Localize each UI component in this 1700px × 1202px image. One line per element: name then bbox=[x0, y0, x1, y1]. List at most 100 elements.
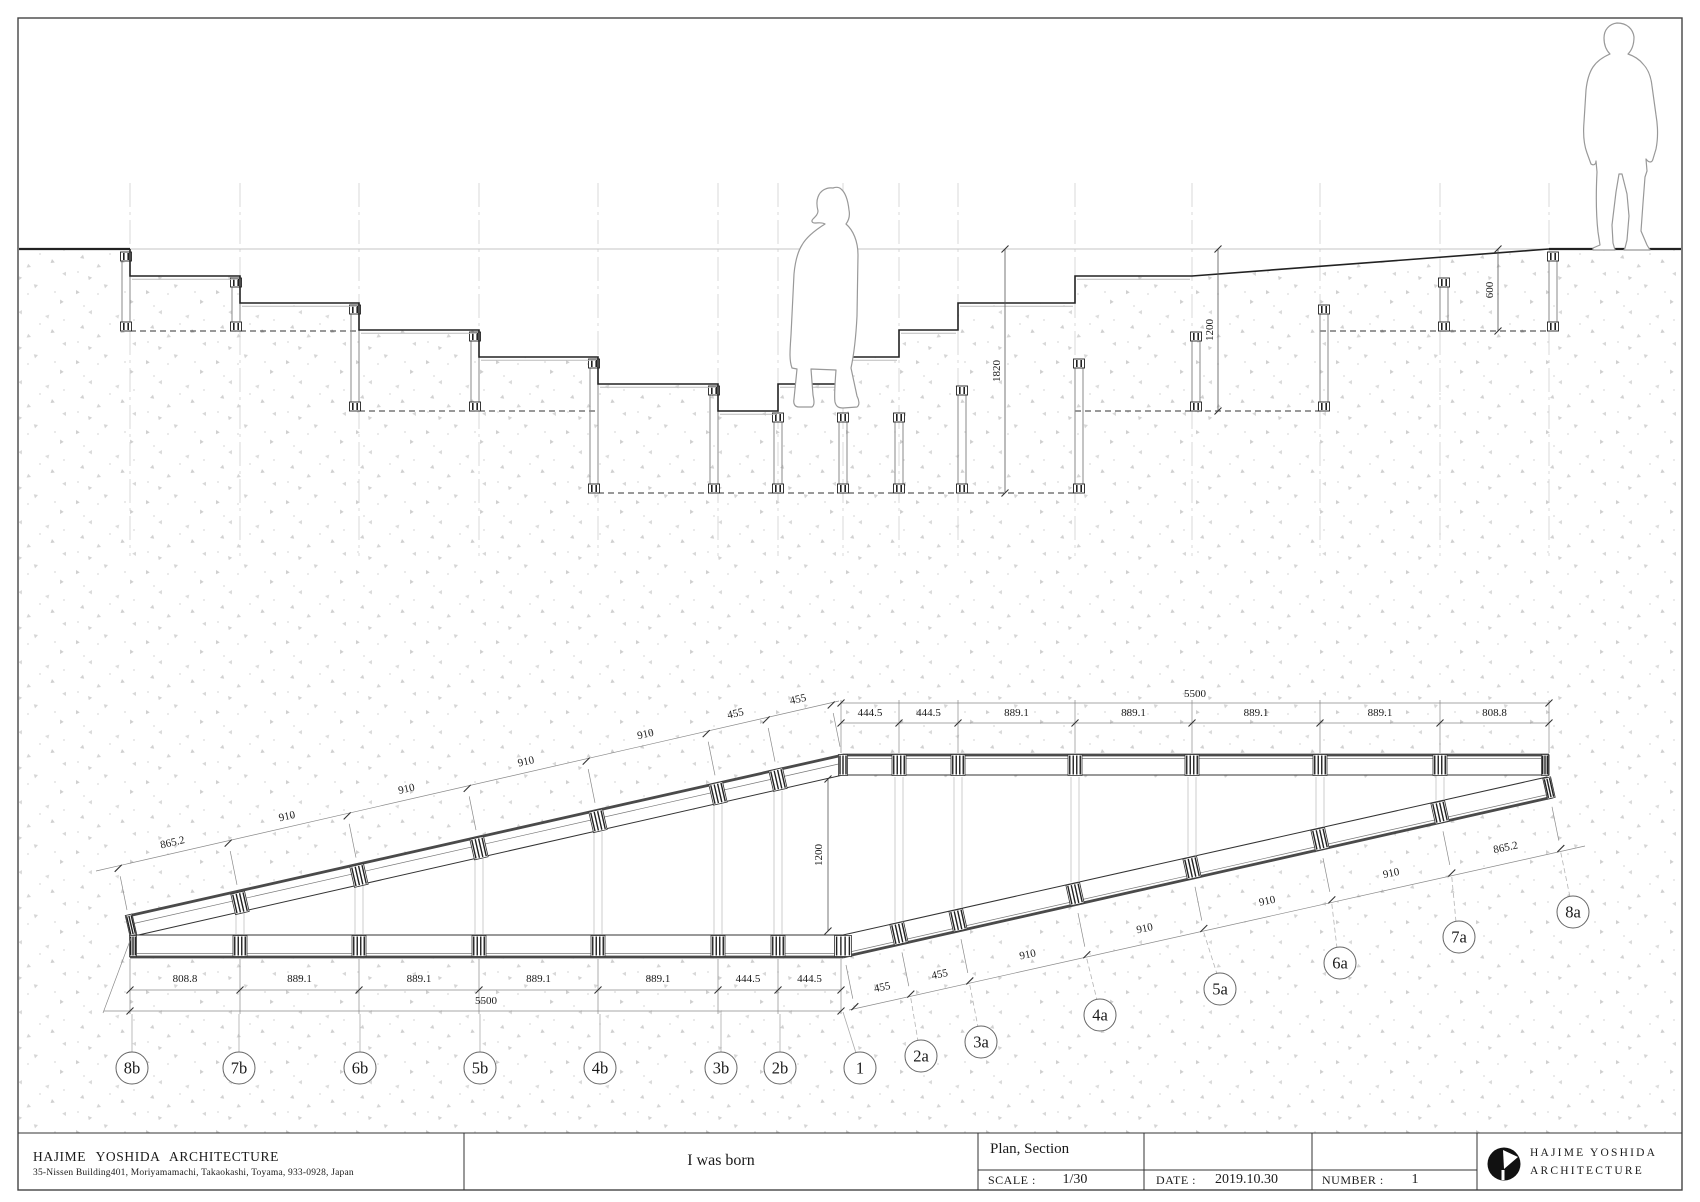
stud-bar bbox=[361, 864, 367, 884]
post-cap-box bbox=[708, 483, 720, 494]
dimension-tick bbox=[954, 719, 962, 727]
dimension-tick bbox=[827, 701, 836, 709]
section-post bbox=[1547, 251, 1559, 332]
plan-dim-row-top: 5500 444.5 444.5 889.1 889.1 889.1 889.1 808.8 bbox=[837, 688, 1553, 753]
logo-text-line2: ARCHITECTURE bbox=[1530, 1165, 1644, 1177]
bubble-circle bbox=[843, 1051, 877, 1085]
post-cap-box bbox=[956, 385, 968, 396]
stud-bar bbox=[1184, 859, 1190, 879]
dimension-text: 808.8 bbox=[173, 973, 198, 985]
plan-stud bbox=[588, 808, 608, 834]
post-cap-box bbox=[469, 401, 481, 412]
stud-bar bbox=[720, 782, 726, 802]
post-cap bbox=[1073, 483, 1085, 494]
company-address: 35-Nissen Building401, Moriyamamachi, Ta… bbox=[33, 1168, 354, 1178]
dimension-tick bbox=[236, 986, 244, 994]
project-title: I was born bbox=[687, 1152, 755, 1169]
bubble-leader bbox=[969, 984, 979, 1028]
dimension-text: 889.1 bbox=[407, 973, 432, 985]
bubble-circle bbox=[904, 1039, 938, 1073]
stud-bar bbox=[596, 811, 603, 830]
plan-stud bbox=[770, 935, 786, 957]
post-cap bbox=[469, 401, 481, 412]
dimension-text: 889.1 bbox=[646, 973, 671, 985]
stud-bar bbox=[1073, 884, 1080, 904]
dimension-tick bbox=[837, 1007, 845, 1015]
dimension-tick bbox=[1214, 245, 1222, 253]
post-cap bbox=[1547, 251, 1559, 262]
post-cap-box bbox=[772, 412, 784, 423]
bubble-circle bbox=[583, 1051, 617, 1085]
post-cap-box bbox=[469, 331, 481, 342]
grid-bubble-label: 3b bbox=[713, 1059, 730, 1078]
post-cap-box bbox=[349, 401, 361, 412]
plan-dim-row-left-slanted: 865.2 910 910 910 910 455 455 bbox=[95, 692, 841, 911]
stud-bar bbox=[716, 783, 723, 803]
plan-stud bbox=[1541, 754, 1549, 776]
stud-bar bbox=[894, 924, 901, 944]
dimension-text: 865.2 bbox=[1492, 839, 1519, 856]
stud-box bbox=[770, 935, 786, 957]
post-cap bbox=[893, 412, 905, 423]
grid-bubble-7a: 7a bbox=[1442, 876, 1476, 954]
stud-bar bbox=[1312, 830, 1318, 850]
plan-stud bbox=[1310, 826, 1330, 852]
logo-bar bbox=[1501, 1170, 1505, 1180]
stud-bar bbox=[780, 769, 786, 788]
plan-stud bbox=[948, 907, 968, 933]
post-cap-box bbox=[956, 483, 968, 494]
logo-text-line1: HAJIME YOSHIDA bbox=[1530, 1147, 1658, 1159]
grid-bubble-label: 5b bbox=[472, 1059, 489, 1078]
dimension-text: 865.2 bbox=[159, 834, 186, 851]
post-cap bbox=[837, 483, 849, 494]
number-value: 1 bbox=[1411, 1172, 1419, 1187]
section-step-profile bbox=[129, 248, 1550, 412]
post-cap-box bbox=[1547, 321, 1559, 332]
dimension-tick bbox=[895, 719, 903, 727]
plan-dim-row-right-slanted: 455 455 910 910 910 910 865.2 bbox=[845, 806, 1586, 1011]
plan-stud bbox=[768, 767, 788, 792]
scale-value: 1/30 bbox=[1062, 1172, 1088, 1187]
post-cap-box bbox=[1438, 321, 1450, 332]
stud-bar bbox=[897, 923, 904, 943]
dimension-tick bbox=[774, 986, 782, 994]
stud-box bbox=[1432, 754, 1448, 776]
post-cap-box bbox=[837, 483, 849, 494]
bubble-leader bbox=[842, 1011, 857, 1054]
stud-box bbox=[1067, 754, 1083, 776]
bubble-circle bbox=[964, 1025, 998, 1059]
grid-bubble-label: 5a bbox=[1212, 980, 1228, 999]
grid-bubble-1: 1 bbox=[842, 1011, 877, 1085]
stud-bar bbox=[953, 911, 960, 931]
plan-stud bbox=[1184, 754, 1200, 776]
post-cap bbox=[772, 412, 784, 423]
section-post bbox=[772, 412, 784, 494]
stud-bar bbox=[1322, 828, 1328, 848]
dimension-text: 910 bbox=[278, 809, 297, 824]
dimension-text: 889.1 bbox=[1368, 707, 1393, 719]
person-figure-in-pit bbox=[789, 186, 860, 409]
grid-bubble-label: 6a bbox=[1332, 954, 1348, 973]
grid-bubble-8b: 8b bbox=[115, 1014, 149, 1085]
grid-bubble-8a: 8a bbox=[1556, 852, 1590, 929]
post-cap-box bbox=[1547, 251, 1559, 262]
post-cap bbox=[588, 483, 600, 494]
dimension-text: 910 bbox=[1135, 921, 1154, 936]
plan-stud bbox=[950, 754, 966, 776]
post-cap bbox=[837, 412, 849, 423]
stud-box bbox=[351, 935, 367, 957]
plan-stud bbox=[1312, 754, 1328, 776]
stud-bar bbox=[773, 770, 780, 790]
post-cap-box bbox=[893, 483, 905, 494]
dimension-tick bbox=[1001, 245, 1009, 253]
grid-bubble-label: 7b bbox=[231, 1059, 248, 1078]
grid-bubble-7b: 7b bbox=[222, 1014, 256, 1085]
dimension-tick bbox=[355, 986, 363, 994]
stud-bar bbox=[956, 910, 963, 930]
bubble-circle bbox=[463, 1051, 497, 1085]
extension-line bbox=[229, 851, 238, 885]
dimension-text: 455 bbox=[930, 967, 949, 982]
grid-bubble-label: 6b bbox=[352, 1059, 369, 1078]
dimension-text: 444.5 bbox=[736, 973, 761, 985]
